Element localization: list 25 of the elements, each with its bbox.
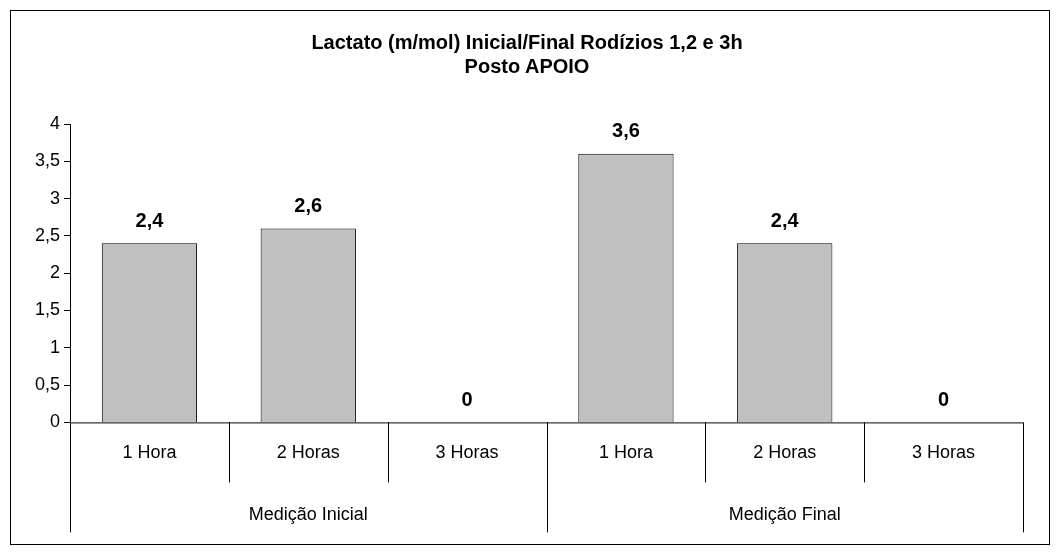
data-label: 2,4 (135, 208, 165, 231)
text: Medição Inicial (248, 504, 368, 525)
data-label: 2,6 (294, 193, 323, 216)
y-tick-label: 0,5 (34, 374, 61, 395)
x-tick-label: 2 Horas (753, 442, 817, 463)
y-tick-label: 1,5 (34, 299, 61, 320)
x-tick-label: 1 Hora (122, 442, 178, 463)
data-label: 2,4 (770, 208, 800, 231)
text: Lactato (m/mol) Inicial/Final Rodízios 1,2 e 3h (311, 30, 743, 53)
text: Medição Final (728, 504, 841, 525)
x-tick-label: 3 Horas (912, 442, 976, 463)
y-tick-label: 0 (50, 411, 61, 432)
x-tick-label: 3 Horas (435, 442, 499, 463)
y-tick-label: 2,5 (34, 224, 61, 245)
y-tick-label: 1 (50, 336, 61, 357)
x-tick-label: 1 Hora (598, 442, 654, 463)
data-label: 0 (938, 387, 950, 410)
y-tick-label: 2 (50, 262, 61, 283)
x-tick-label: 2 Horas (276, 442, 340, 463)
y-tick-label: 3,5 (34, 150, 61, 171)
data-label: 0 (461, 387, 473, 410)
text: Posto APOIO (464, 54, 590, 77)
y-tick-label: 3 (50, 187, 61, 208)
data-label: 3,6 (612, 119, 640, 142)
y-tick-label: 4 (50, 112, 61, 133)
